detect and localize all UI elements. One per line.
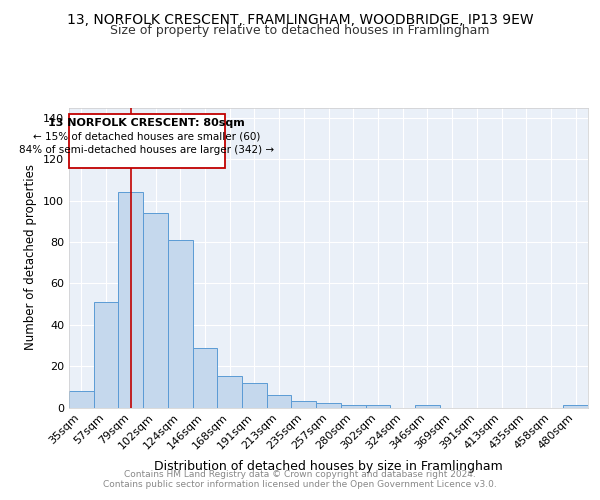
- Bar: [143, 213, 168, 408]
- Bar: [168, 240, 193, 408]
- Bar: [415, 406, 440, 407]
- Bar: [94, 302, 118, 408]
- Bar: [341, 406, 365, 407]
- Text: Size of property relative to detached houses in Framlingham: Size of property relative to detached ho…: [110, 24, 490, 37]
- Bar: [69, 391, 94, 407]
- Bar: [316, 404, 341, 407]
- FancyBboxPatch shape: [69, 114, 224, 168]
- Text: 13 NORFOLK CRESCENT: 80sqm: 13 NORFOLK CRESCENT: 80sqm: [49, 118, 245, 128]
- Bar: [217, 376, 242, 408]
- Bar: [267, 395, 292, 407]
- Text: 13, NORFOLK CRESCENT, FRAMLINGHAM, WOODBRIDGE, IP13 9EW: 13, NORFOLK CRESCENT, FRAMLINGHAM, WOODB…: [67, 12, 533, 26]
- Bar: [193, 348, 217, 408]
- Bar: [365, 406, 390, 407]
- X-axis label: Distribution of detached houses by size in Framlingham: Distribution of detached houses by size …: [154, 460, 503, 472]
- Y-axis label: Number of detached properties: Number of detached properties: [25, 164, 37, 350]
- Bar: [242, 382, 267, 407]
- Bar: [292, 402, 316, 407]
- Text: Contains HM Land Registry data © Crown copyright and database right 2024.
Contai: Contains HM Land Registry data © Crown c…: [103, 470, 497, 489]
- Text: 84% of semi-detached houses are larger (342) →: 84% of semi-detached houses are larger (…: [19, 144, 274, 154]
- Text: ← 15% of detached houses are smaller (60): ← 15% of detached houses are smaller (60…: [33, 132, 260, 141]
- Bar: [118, 192, 143, 408]
- Bar: [563, 406, 588, 407]
